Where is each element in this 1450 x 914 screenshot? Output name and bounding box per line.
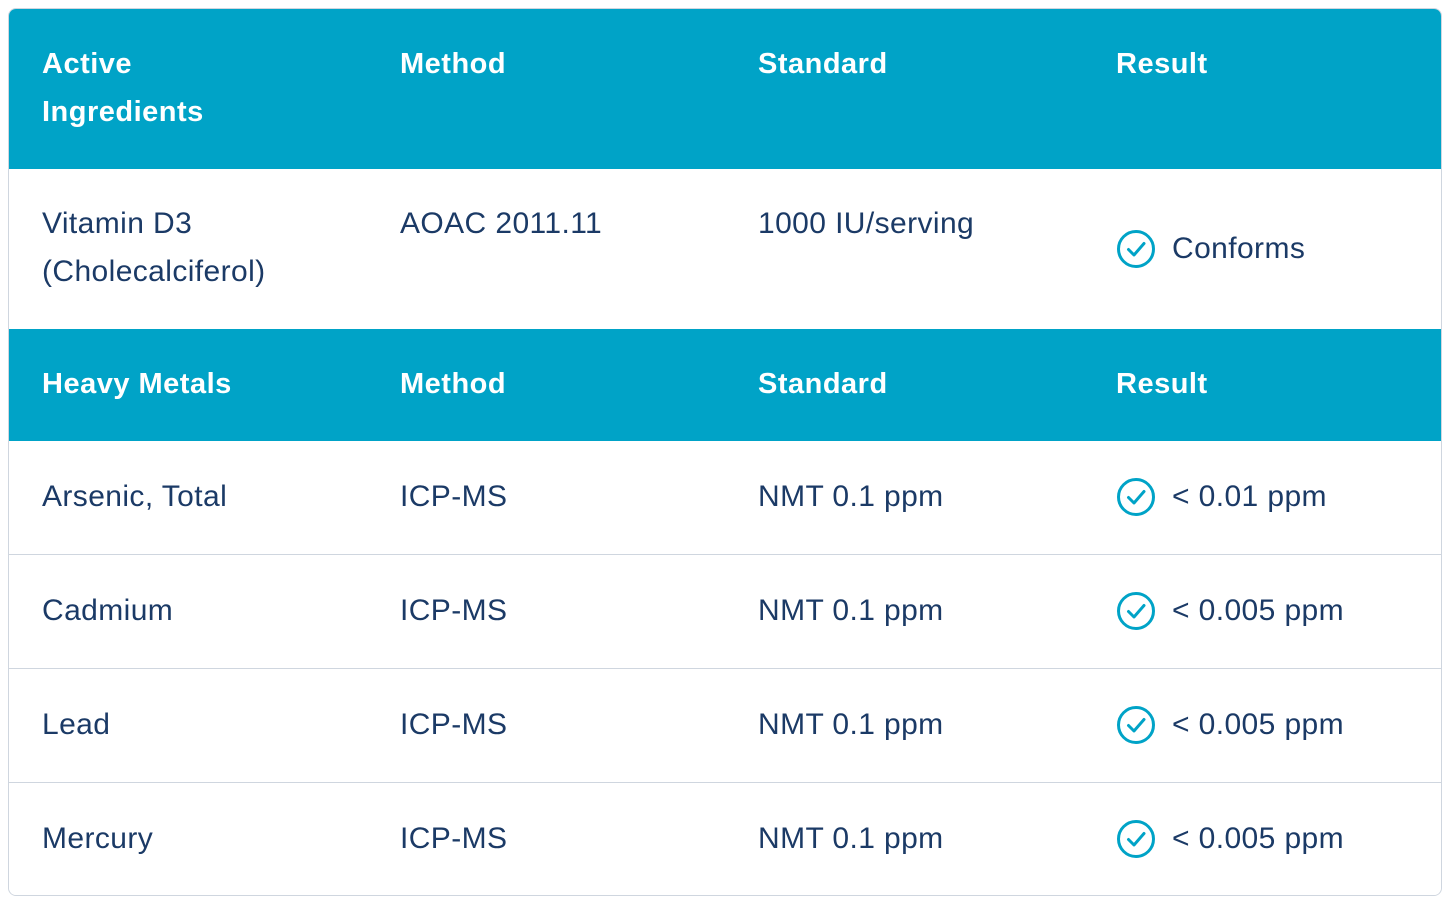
table-row: Vitamin D3 (Cholecalciferol) AOAC 2011.1… <box>9 169 1441 329</box>
table-row: Mercury ICP-MS NMT 0.1 ppm < 0.005 ppm <box>9 783 1441 895</box>
check-circle-icon <box>1116 819 1156 859</box>
heavy-metals-header-row: Heavy Metals Method Standard Result <box>9 329 1441 441</box>
table-row: Cadmium ICP-MS NMT 0.1 ppm < 0.005 ppm <box>9 555 1441 669</box>
standard-value: NMT 0.1 ppm <box>758 708 944 741</box>
check-circle-icon <box>1116 591 1156 631</box>
result-value: < 0.005 ppm <box>1172 708 1345 741</box>
table-row: Arsenic, Total ICP-MS NMT 0.1 ppm < 0.01… <box>9 441 1441 555</box>
header-standard: Standard <box>758 368 888 400</box>
header-standard: Standard <box>758 48 888 80</box>
result-cell: < 0.01 ppm <box>1116 473 1327 521</box>
metal-name: Lead <box>42 708 111 741</box>
metal-name: Arsenic, Total <box>42 480 228 513</box>
header-result: Result <box>1116 368 1208 400</box>
standard-value: NMT 0.1 ppm <box>758 594 944 627</box>
check-circle-icon <box>1116 229 1156 269</box>
result-cell: < 0.005 ppm <box>1116 587 1344 635</box>
test-results-table: Active Ingredients Method Standard Resul… <box>8 8 1442 896</box>
standard-value: NMT 0.1 ppm <box>758 480 944 513</box>
result-cell: < 0.005 ppm <box>1116 815 1344 863</box>
active-ingredients-header-row: Active Ingredients Method Standard Resul… <box>9 9 1441 169</box>
ingredient-name-sub: (Cholecalciferol) <box>42 255 266 288</box>
result-value: < 0.005 ppm <box>1172 594 1345 627</box>
standard-value: 1000 IU/serving <box>758 207 975 240</box>
result-cell: < 0.005 ppm <box>1116 701 1344 749</box>
method-value: AOAC 2011.11 <box>400 207 603 240</box>
metal-name: Mercury <box>42 822 154 855</box>
header-heavy-metals: Heavy Metals <box>42 368 232 400</box>
header-method: Method <box>400 368 507 400</box>
header-result: Result <box>1116 48 1208 80</box>
ingredient-name: Vitamin D3 <box>42 207 193 240</box>
method-value: ICP-MS <box>400 594 508 627</box>
result-value: Conforms <box>1172 232 1306 265</box>
header-method: Method <box>400 48 507 80</box>
standard-value: NMT 0.1 ppm <box>758 822 944 855</box>
method-value: ICP-MS <box>400 822 508 855</box>
metal-name: Cadmium <box>42 594 174 627</box>
check-circle-icon <box>1116 477 1156 517</box>
method-value: ICP-MS <box>400 708 508 741</box>
check-circle-icon <box>1116 705 1156 745</box>
method-value: ICP-MS <box>400 480 508 513</box>
result-cell: Conforms <box>1116 225 1305 273</box>
header-active-ingredients: Active Ingredients <box>42 48 204 128</box>
result-value: < 0.005 ppm <box>1172 822 1345 855</box>
table-row: Lead ICP-MS NMT 0.1 ppm < 0.005 ppm <box>9 669 1441 783</box>
result-value: < 0.01 ppm <box>1172 480 1327 513</box>
